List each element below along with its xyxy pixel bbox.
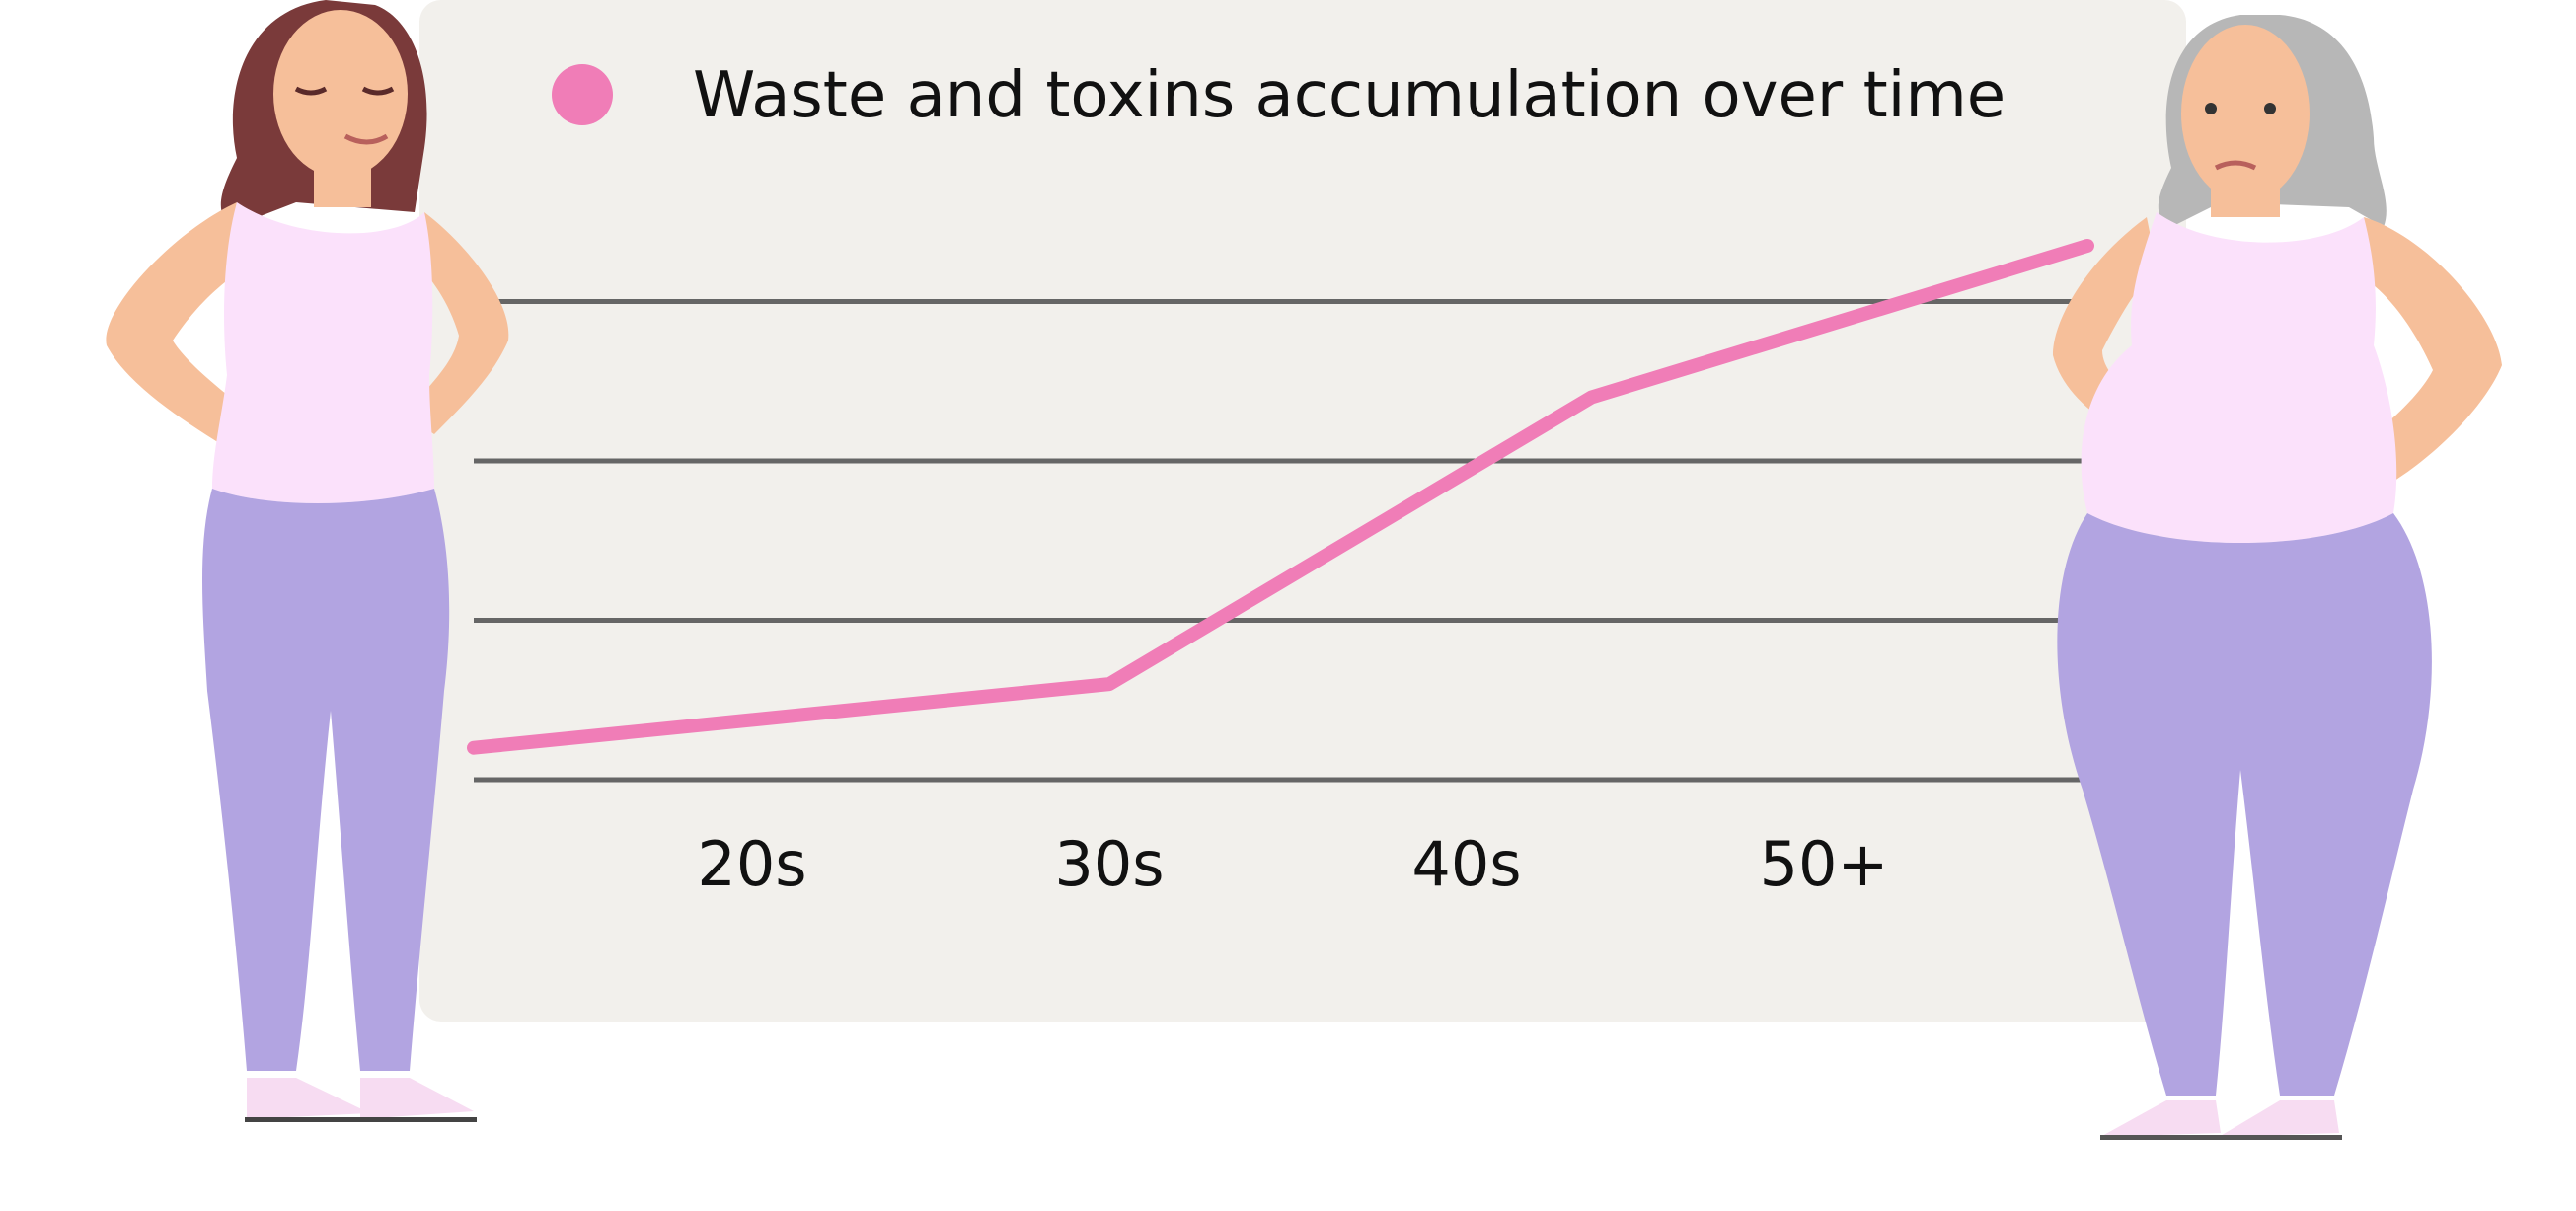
young-woman-eye-right — [361, 86, 395, 96]
x-axis-tick-labels: 20s 30s 40s 50+ — [697, 828, 1888, 900]
young-woman-shoe-left — [247, 1078, 370, 1119]
young-woman-face — [273, 10, 408, 178]
x-tick-label: 40s — [1411, 828, 1521, 900]
x-tick-label: 20s — [697, 828, 806, 900]
older-woman-eye-right — [2264, 103, 2276, 114]
older-woman-sole — [2100, 1135, 2342, 1140]
series-layer — [467, 238, 2094, 755]
legend-marker — [552, 64, 613, 125]
older-woman-arm-left — [2053, 217, 2157, 444]
young-woman-figure — [106, 0, 509, 1122]
older-woman-figure — [2053, 15, 2502, 1140]
x-tick-label: 50+ — [1760, 828, 1889, 900]
young-woman-neck — [314, 163, 371, 207]
young-woman-shoe-right — [360, 1078, 474, 1119]
young-woman-mouth — [343, 133, 389, 145]
x-tick-label: 30s — [1054, 828, 1164, 900]
legend: Waste and toxins accumulation over time — [552, 59, 2006, 132]
older-woman-arm-right — [2324, 217, 2502, 503]
older-woman-shoe-right — [2219, 1100, 2339, 1137]
young-woman-sole — [245, 1117, 477, 1122]
older-woman-face — [2181, 25, 2310, 202]
young-woman-top — [212, 202, 434, 503]
older-woman-pants — [2057, 513, 2432, 1096]
young-woman-eye-left — [294, 86, 328, 96]
series-line — [467, 238, 2094, 755]
older-woman-mouth — [2214, 160, 2257, 171]
gridlines — [474, 299, 2087, 783]
older-woman-top — [2081, 212, 2397, 543]
older-woman-shoe-left — [2100, 1100, 2221, 1137]
young-woman-pants — [202, 489, 450, 1071]
older-woman-eye-left — [2205, 103, 2217, 114]
legend-label: Waste and toxins accumulation over time — [693, 59, 2006, 132]
older-woman-neck — [2211, 183, 2280, 217]
chart-panel — [419, 0, 2186, 1022]
